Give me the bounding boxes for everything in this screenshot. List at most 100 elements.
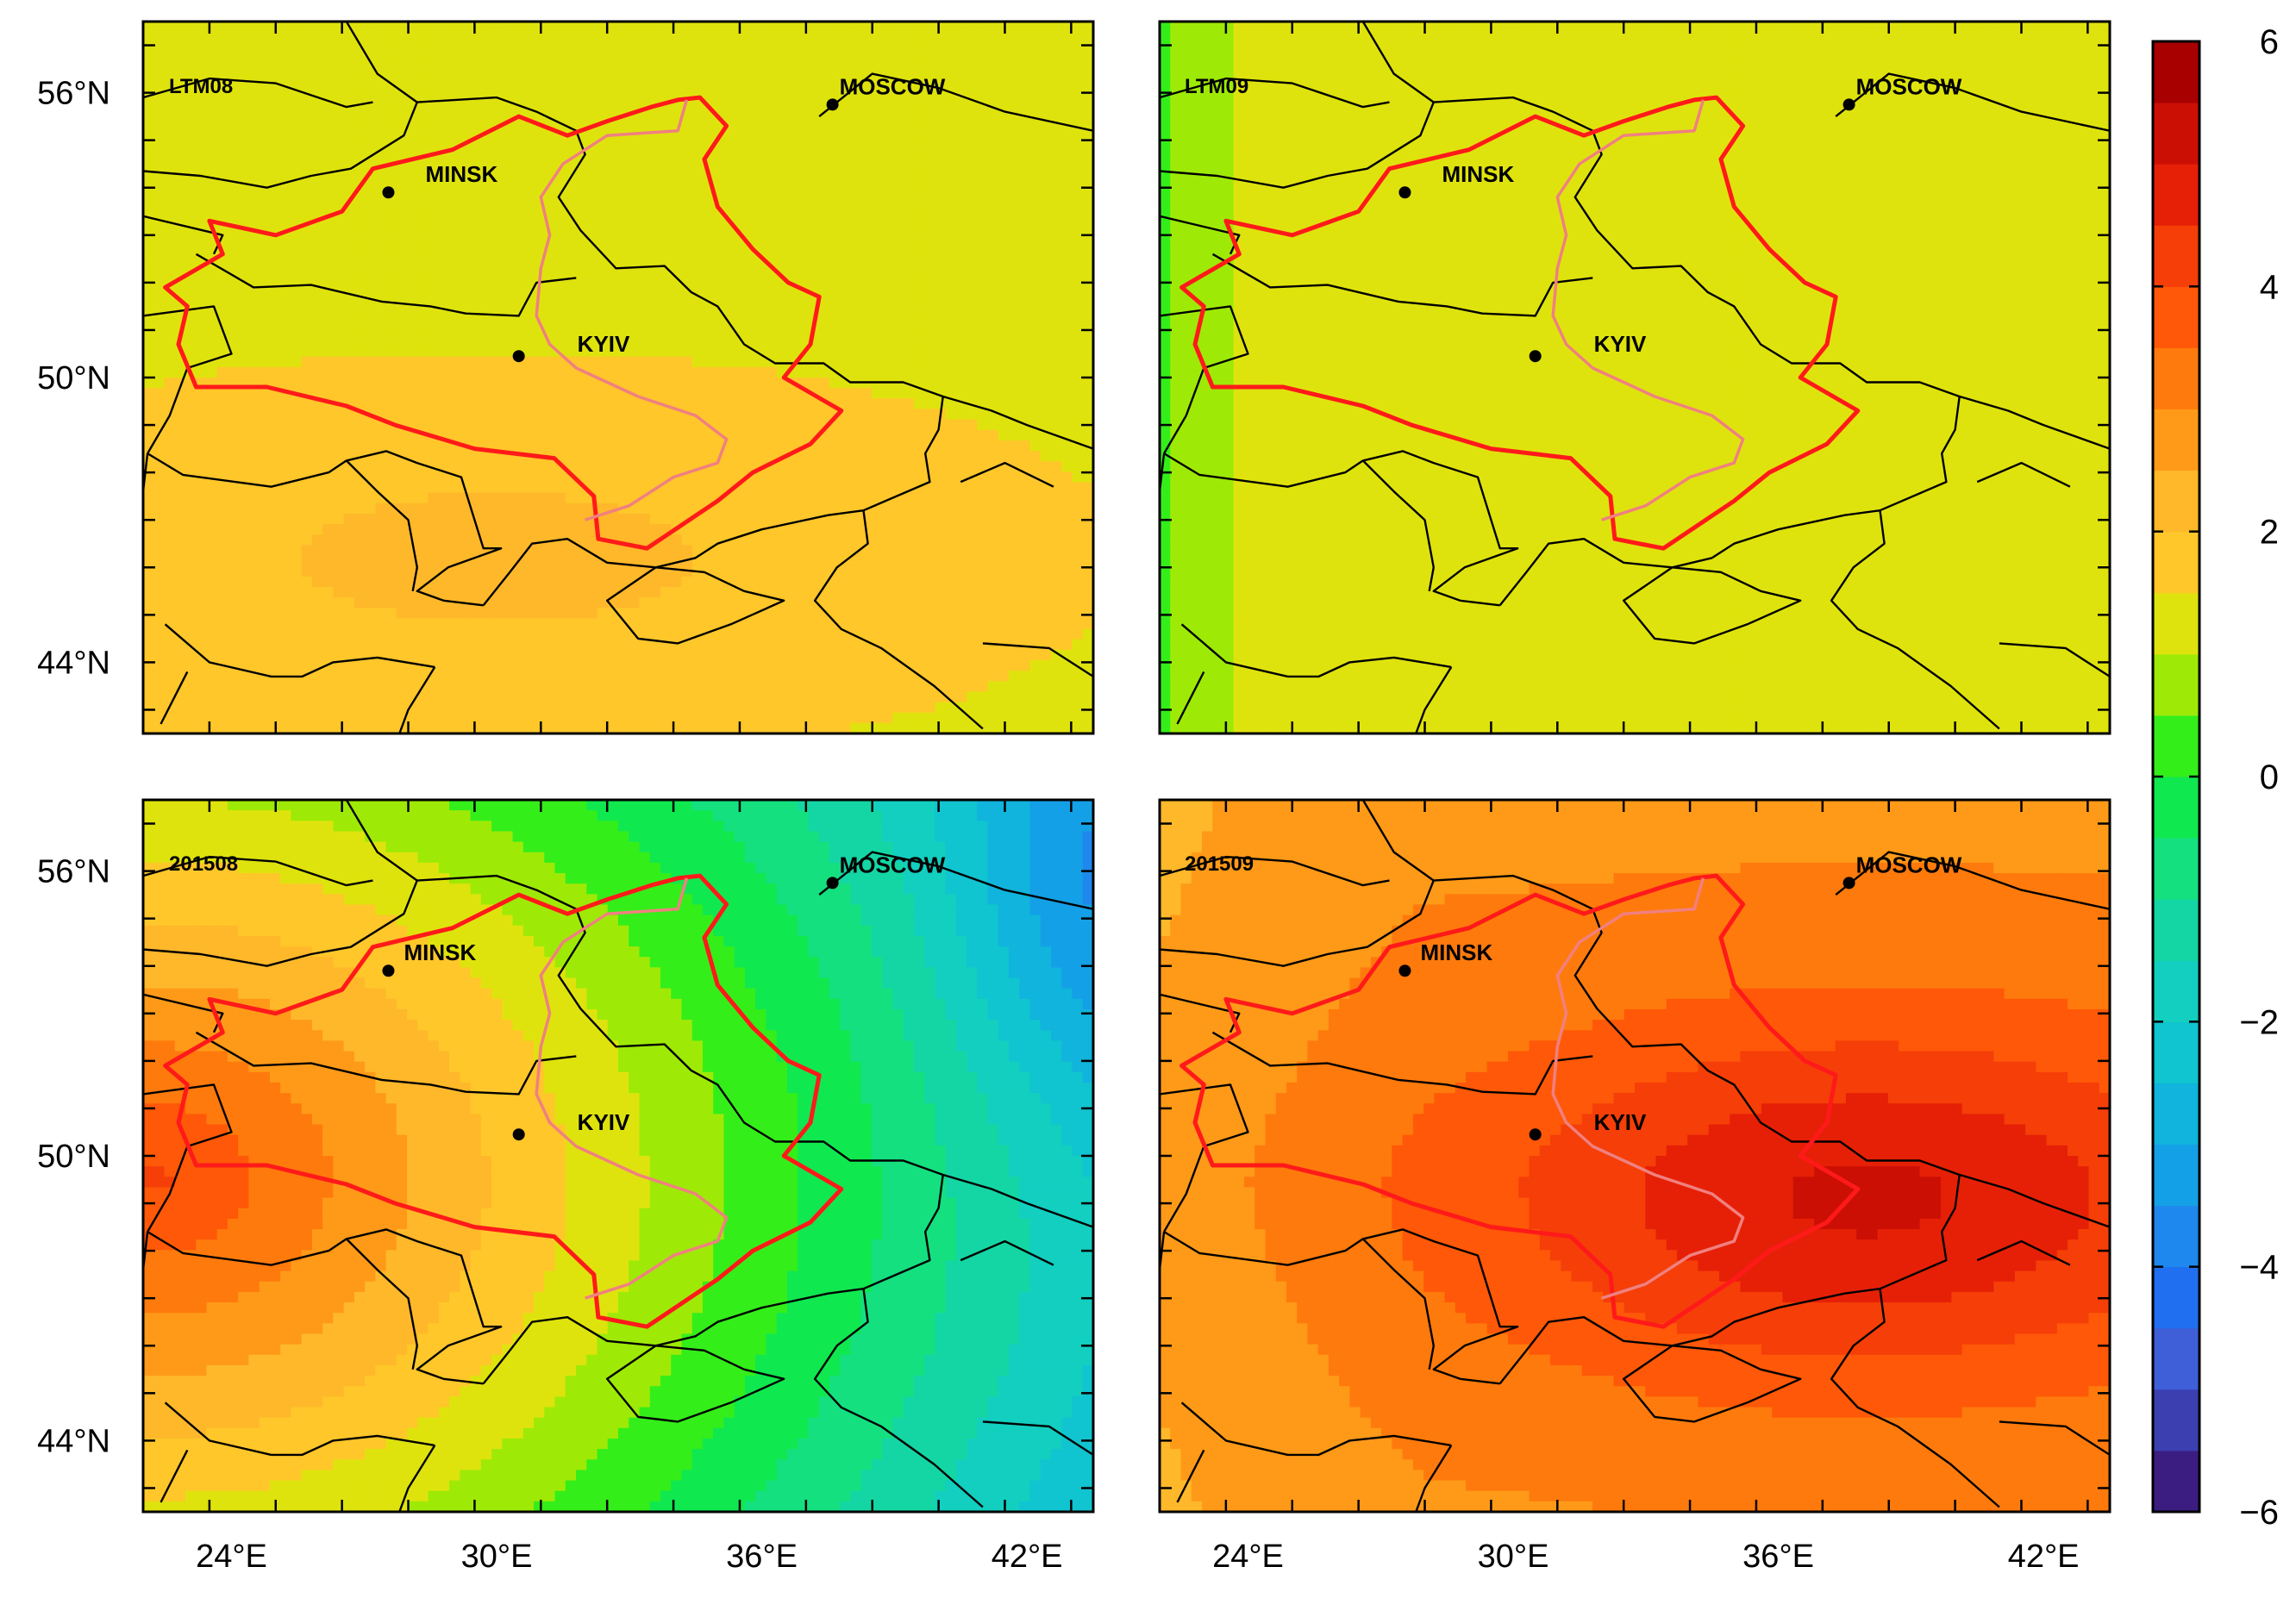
field-cell <box>491 168 503 179</box>
field-cell <box>491 534 503 546</box>
field-cell <box>998 419 1010 431</box>
field-cell <box>153 22 166 33</box>
field-cell <box>576 388 587 399</box>
field-cell <box>322 555 334 567</box>
field-cell <box>798 335 809 347</box>
field-cell <box>301 189 313 201</box>
field-cell <box>227 315 239 326</box>
field-cell <box>998 22 1010 33</box>
field-cell <box>417 440 429 452</box>
field-cell <box>449 502 460 515</box>
field-cell <box>671 388 683 399</box>
field-cell <box>755 513 767 525</box>
field-cell <box>618 136 629 148</box>
field-cell <box>660 409 672 421</box>
field-cell <box>808 53 820 65</box>
field-cell <box>301 53 313 65</box>
field-cell <box>554 22 566 33</box>
field-cell <box>385 230 397 242</box>
field-cell <box>534 356 545 368</box>
field-cell <box>882 283 893 295</box>
field-cell <box>522 388 535 399</box>
field-cell <box>353 440 366 452</box>
field-cell <box>660 63 672 75</box>
field-cell <box>850 545 862 557</box>
field-cell <box>629 230 641 242</box>
field-cell <box>681 586 693 598</box>
field-cell <box>840 576 851 588</box>
field-cell <box>607 199 619 211</box>
field-cell <box>534 482 545 494</box>
field-cell <box>1009 199 1020 211</box>
field-cell <box>755 262 767 274</box>
field-cell <box>565 32 577 43</box>
field-cell <box>744 115 756 128</box>
field-cell <box>860 586 873 598</box>
field-cell <box>776 73 788 85</box>
field-cell <box>248 586 260 598</box>
field-cell <box>259 482 271 494</box>
field-cell <box>734 513 746 525</box>
field-cell <box>333 471 345 484</box>
field-cell <box>1082 168 1093 179</box>
field-cell <box>829 252 841 263</box>
field-cell <box>143 492 154 504</box>
field-cell <box>259 157 271 169</box>
field-cell <box>502 534 514 546</box>
field-cell <box>681 451 693 462</box>
field-cell <box>143 63 154 75</box>
field-cell <box>227 335 239 347</box>
field-cell <box>977 378 989 389</box>
field-cell <box>534 220 545 232</box>
field-cell <box>618 272 629 284</box>
field-cell <box>850 366 862 378</box>
field-cell <box>185 586 197 598</box>
field-cell <box>248 199 260 211</box>
field-cell <box>502 136 514 148</box>
field-cell <box>955 220 967 232</box>
field-cell <box>882 84 893 96</box>
field-cell <box>153 524 166 535</box>
field-cell <box>291 325 303 337</box>
field-cell <box>438 157 450 169</box>
field-cell <box>311 597 323 609</box>
field-cell <box>998 555 1010 567</box>
field-cell <box>365 189 376 201</box>
field-cell <box>322 241 334 253</box>
field-cell <box>333 524 345 535</box>
field-cell <box>860 95 873 106</box>
field-cell <box>639 513 651 525</box>
field-cell <box>586 73 598 85</box>
field-cell <box>967 63 978 75</box>
field-cell <box>185 398 197 410</box>
field-cell <box>502 565 514 577</box>
field-cell <box>502 73 514 85</box>
field-cell <box>438 272 450 284</box>
field-cell <box>502 366 514 378</box>
field-cell <box>164 451 176 462</box>
field-cell <box>1009 534 1020 546</box>
field-cell <box>860 252 873 263</box>
field-cell <box>649 32 661 43</box>
field-cell <box>407 283 418 295</box>
field-cell <box>438 32 450 43</box>
field-cell <box>396 409 408 421</box>
field-cell <box>618 335 629 347</box>
field-cell <box>1019 293 1031 305</box>
field-cell <box>385 22 397 33</box>
field-cell <box>407 73 418 85</box>
field-cell <box>143 398 154 410</box>
field-cell <box>554 398 566 410</box>
field-cell <box>935 53 947 65</box>
field-cell <box>755 230 767 242</box>
field-cell <box>365 178 376 190</box>
field-cell <box>786 325 798 337</box>
field-cell <box>892 346 904 358</box>
field-cell <box>291 409 303 421</box>
field-cell <box>913 315 925 326</box>
field-cell <box>470 586 482 598</box>
field-cell <box>502 220 514 232</box>
field-cell <box>185 325 197 337</box>
field-cell <box>681 429 693 441</box>
field-cell <box>618 230 629 242</box>
